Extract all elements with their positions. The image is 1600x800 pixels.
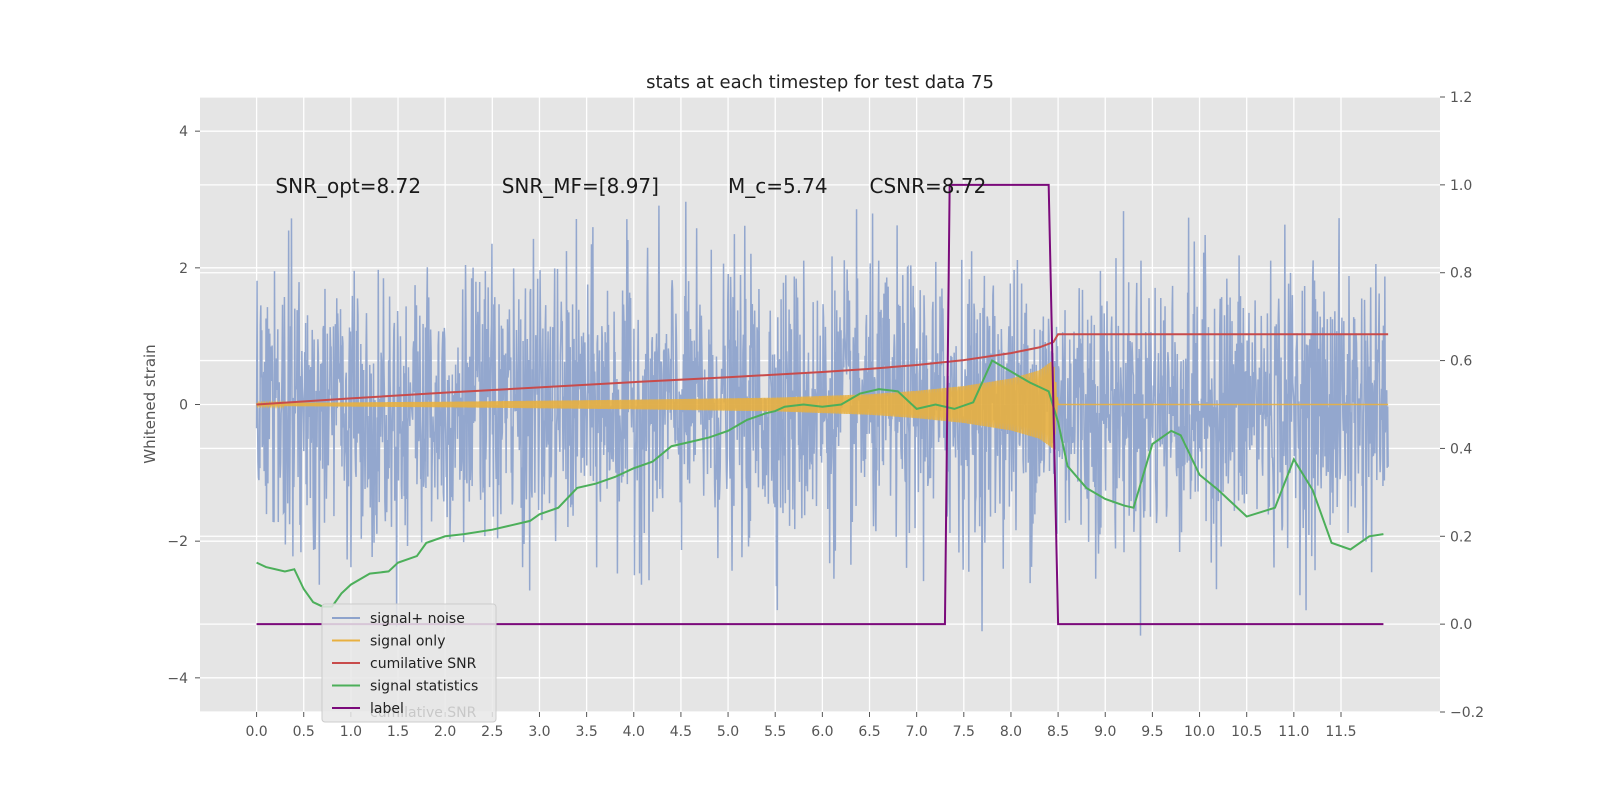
- x-tick-label: 7.5: [953, 724, 975, 740]
- y-tick-label: 0: [179, 398, 188, 414]
- x-tick-label: 6.0: [811, 724, 833, 740]
- y-tick-label: 2: [179, 261, 188, 277]
- series-signal-statistics-line: [256, 359, 1384, 608]
- x-tick-label: 4.0: [623, 724, 645, 740]
- y-tick-label: −4: [167, 671, 188, 687]
- x-tick-label: 10.0: [1184, 724, 1215, 740]
- chart-title: stats at each timestep for test data 75: [646, 72, 994, 93]
- x-tick-label: 1.5: [387, 724, 409, 740]
- x-tick-label: 5.0: [717, 724, 739, 740]
- legend-label: cumilative SNR: [370, 656, 477, 672]
- y2-tick-label: 1.0: [1450, 178, 1472, 194]
- annotations: SNR_opt=8.72 SNR_MF=[8.97] M_c=5.74 CSNR=8.…: [275, 174, 986, 198]
- y2-tick-label: 0.8: [1450, 266, 1472, 282]
- x-tick-label: 1.0: [340, 724, 362, 740]
- y2-tick-label: 0.6: [1450, 354, 1472, 370]
- x-tick-label: 9.0: [1094, 724, 1116, 740]
- series-signal-only-line: [255, 360, 1389, 449]
- series-layer: [255, 183, 1389, 636]
- y2-tick-label: 0.2: [1450, 529, 1472, 545]
- y2-tick-label: 1.2: [1450, 90, 1472, 106]
- x-tick-label: 0.0: [245, 724, 267, 740]
- x-tick-label: 6.5: [858, 724, 880, 740]
- y-tick-label: 4: [179, 124, 188, 140]
- annotation: SNR_MF=[8.97]: [502, 174, 659, 198]
- annotation: M_c=5.74: [728, 174, 828, 198]
- series-label-line: [256, 183, 1384, 626]
- x-tick-label: 4.5: [670, 724, 692, 740]
- x-tick-label: 10.5: [1231, 724, 1262, 740]
- x-tick-label: 5.5: [764, 724, 786, 740]
- x-tick-label: 11.0: [1278, 724, 1309, 740]
- legend: cumilative SNR signal+ noise signal only cu…: [321, 603, 497, 723]
- y-axis-label: Whitened strain: [141, 344, 159, 463]
- x-tick-label: 2.0: [434, 724, 456, 740]
- y-axis-left: −4 −2 0 2 4: [167, 124, 200, 687]
- legend-box: [321, 603, 497, 723]
- x-axis: 0.0 0.5 1.0 1.5 2.0 2.5 3.0 3.5 4.0 4.5 5.0 5.5 6.0 6…: [245, 712, 1357, 740]
- y2-tick-label: −0.2: [1450, 705, 1484, 721]
- x-tick-label: 9.5: [1141, 724, 1163, 740]
- series-signal-noise-line: [255, 201, 1389, 636]
- x-tick-label: 3.5: [575, 724, 597, 740]
- x-tick-label: 7.0: [906, 724, 928, 740]
- x-tick-label: 11.5: [1325, 724, 1356, 740]
- legend-label: signal only: [370, 634, 445, 650]
- y2-tick-label: 0.4: [1450, 441, 1472, 457]
- x-tick-label: 0.5: [293, 724, 315, 740]
- legend-label: signal statistics: [370, 679, 478, 695]
- y-axis-right: −0.2 0.0 0.2 0.4 0.6 0.8 1.0 1.2: [1440, 90, 1484, 721]
- series-cumilative-snr-line: [256, 333, 1389, 406]
- y-tick-label: −2: [167, 534, 188, 550]
- x-tick-label: 8.0: [1000, 724, 1022, 740]
- legend-ghost-text: cumilative SNR: [370, 705, 477, 721]
- legend-label: label: [370, 701, 404, 717]
- legend-label: signal+ noise: [370, 611, 465, 627]
- x-tick-label: 3.0: [528, 724, 550, 740]
- y2-tick-label: 0.0: [1450, 617, 1472, 633]
- annotation: CSNR=8.72: [870, 174, 987, 198]
- x-tick-label: 2.5: [481, 724, 503, 740]
- annotation: SNR_opt=8.72: [275, 174, 421, 198]
- x-tick-label: 8.5: [1047, 724, 1069, 740]
